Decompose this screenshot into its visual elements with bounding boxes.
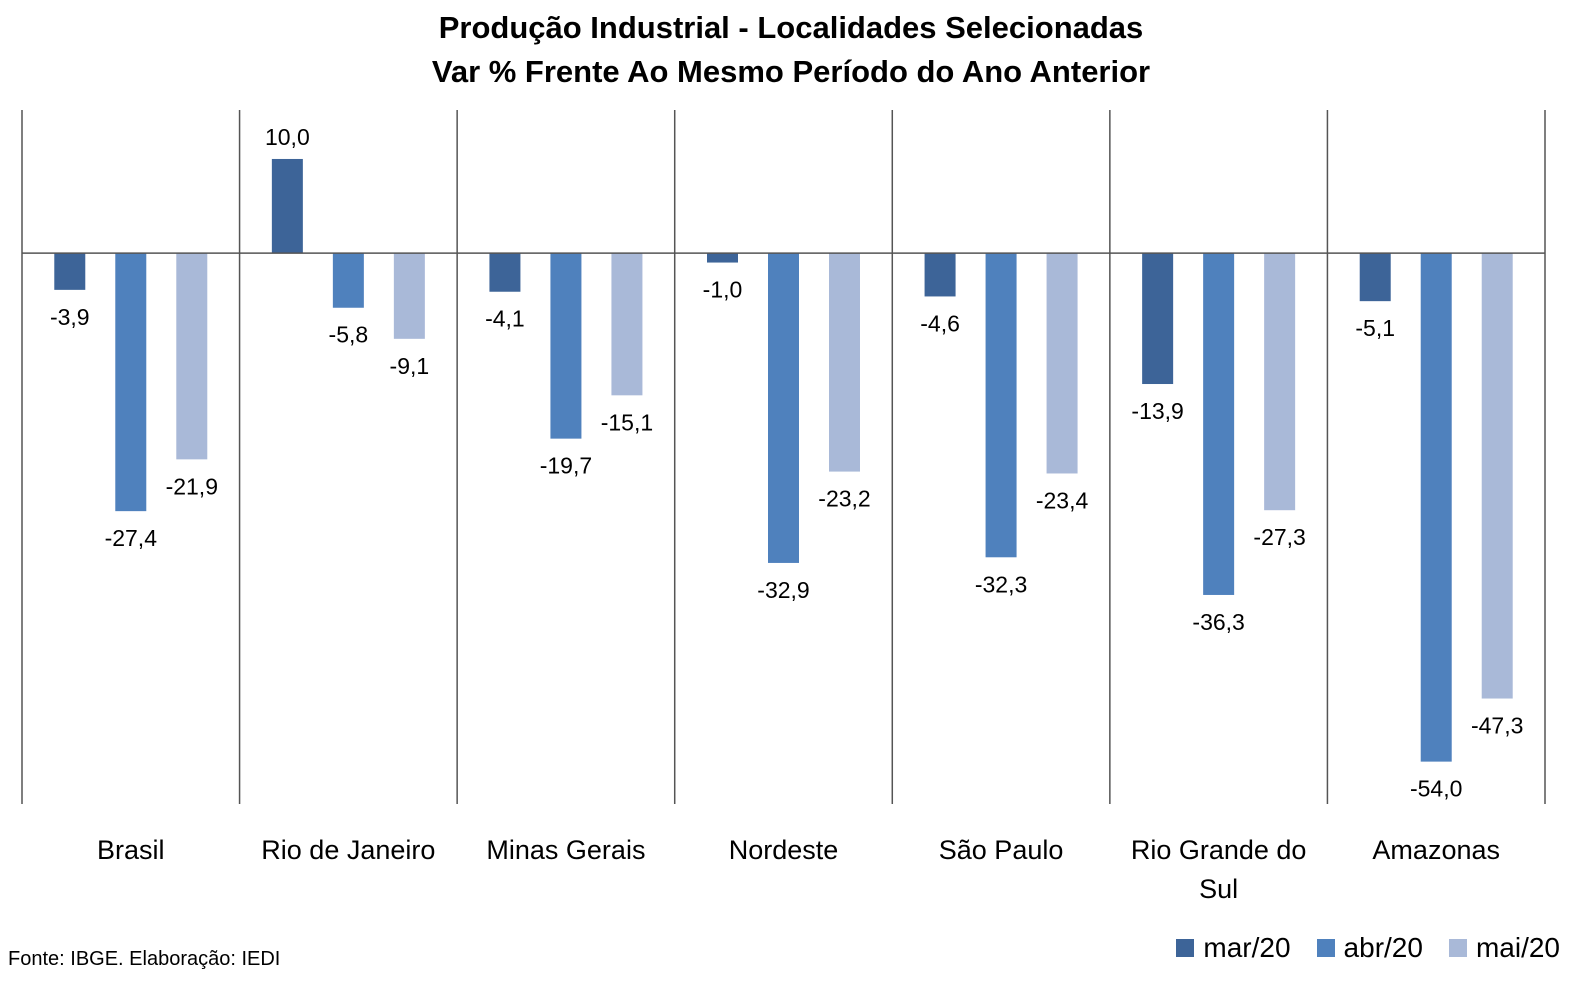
- legend-item-mai20: mai/20: [1448, 932, 1560, 964]
- chart-title-line-2: Var % Frente Ao Mesmo Período do Ano Ant…: [431, 54, 1151, 89]
- data-label: -3,9: [50, 304, 90, 330]
- data-label: -13,9: [1131, 398, 1183, 424]
- bar-mar20-4: [924, 253, 956, 297]
- legend-item-mar20: mar/20: [1176, 932, 1291, 964]
- data-label: -32,9: [757, 577, 809, 603]
- bar-abr20-5: [1203, 253, 1235, 595]
- bar-mai20-4: [1046, 253, 1078, 474]
- data-label: -32,3: [975, 571, 1027, 597]
- legend-label-mai20: mai/20: [1475, 932, 1560, 963]
- chart-title-line-1: Produção Industrial - Localidades Seleci…: [438, 10, 1144, 45]
- data-label: -5,1: [1355, 315, 1395, 341]
- chart-title: Produção Industrial - Localidades Seleci…: [0, 6, 1582, 94]
- legend: mar/20 abr/20 mai/20: [1176, 932, 1560, 964]
- bar-mar20-0: [54, 253, 86, 290]
- data-label: -23,4: [1036, 487, 1089, 513]
- data-label: -4,6: [920, 310, 960, 336]
- bar-abr20-0: [115, 253, 147, 512]
- bar-mar20-1: [271, 158, 303, 254]
- category-label: Amazonas: [1372, 835, 1500, 865]
- source-note: Fonte: IBGE. Elaboração: IEDI: [8, 948, 281, 970]
- data-label: -15,1: [601, 409, 653, 435]
- legend-item-abr20: abr/20: [1316, 932, 1423, 964]
- bar-mai20-1: [393, 253, 425, 339]
- legend-label-mar20: mar/20: [1203, 932, 1291, 963]
- legend-swatch-mar20: [1176, 939, 1195, 957]
- data-label: -19,7: [540, 453, 592, 479]
- legend-swatch-mai20: [1448, 939, 1467, 957]
- data-label: -27,3: [1253, 524, 1305, 550]
- category-label: Minas Gerais: [486, 835, 645, 865]
- category-label: Brasil: [97, 835, 165, 865]
- category-label: Rio Grande do Sul: [1131, 835, 1307, 904]
- data-label: -47,3: [1471, 713, 1523, 739]
- data-label: -23,2: [818, 486, 870, 512]
- bar-mar20-2: [489, 253, 521, 292]
- bar-abr20-2: [550, 253, 582, 439]
- bar-abr20-3: [768, 253, 799, 563]
- bar-mai20-0: [176, 253, 208, 460]
- bar-mai20-2: [611, 253, 643, 396]
- category-label: Rio de Janeiro: [261, 835, 435, 865]
- category-label: Nordeste: [729, 835, 839, 865]
- bar-abr20-6: [1420, 253, 1452, 762]
- bar-mai20-3: [829, 253, 860, 472]
- bar-mar20-6: [1359, 253, 1391, 302]
- data-label: -4,1: [485, 306, 525, 332]
- bar-abr20-1: [332, 253, 364, 308]
- bar-mar20-5: [1142, 253, 1174, 385]
- data-label: -21,9: [166, 473, 218, 499]
- data-label: -54,0: [1410, 776, 1462, 802]
- bar-mai20-5: [1264, 253, 1296, 511]
- data-label: -9,1: [390, 353, 430, 379]
- category-label: São Paulo: [939, 835, 1064, 865]
- data-label: -36,3: [1192, 609, 1244, 635]
- bar-mai20-6: [1481, 253, 1513, 699]
- data-label: -1,0: [703, 277, 743, 303]
- legend-label-abr20: abr/20: [1343, 932, 1423, 963]
- data-label: -5,8: [329, 322, 369, 348]
- bar-mar20-3: [707, 253, 738, 263]
- data-label: 10,0: [265, 124, 310, 150]
- data-label: -27,4: [105, 525, 158, 551]
- legend-swatch-abr20: [1316, 939, 1335, 957]
- bar-abr20-4: [985, 253, 1017, 558]
